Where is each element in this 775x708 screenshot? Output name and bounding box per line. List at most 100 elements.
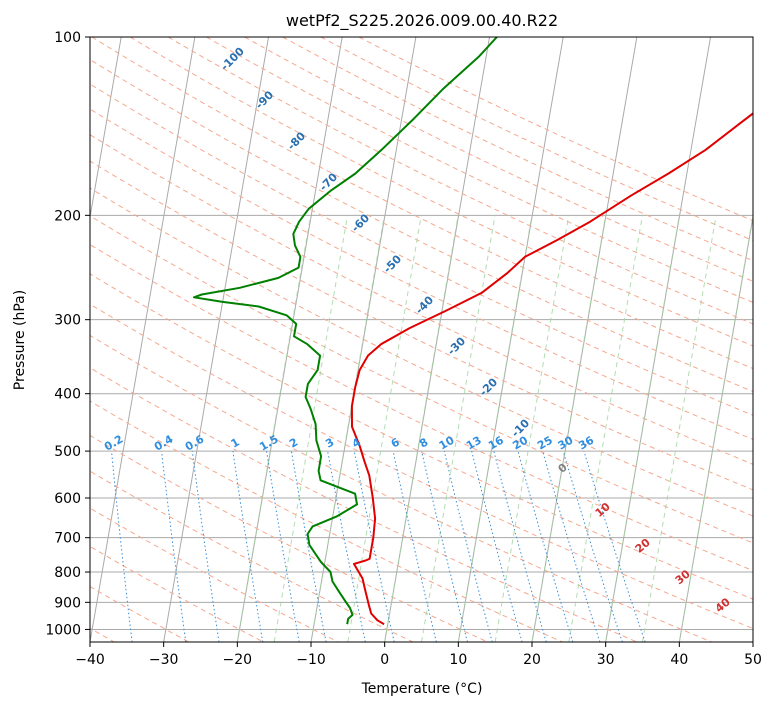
dry-adiabat [90,108,753,440]
dry-adiabat-label: 0 [556,461,570,476]
dry-adiabat [90,334,712,642]
mixing-ratio-line [232,451,264,642]
dry-adiabat [90,160,753,491]
mixing-ratio-label: 36 [576,433,596,452]
mixing-ratio-line [493,450,547,642]
moist-adiabat [236,215,312,642]
chart-title: wetPf2_S225.2026.009.00.40.R22 [286,11,558,31]
dry-adiabat [167,37,753,325]
mixing-ratio-line [542,450,601,642]
y-tick-label: 700 [54,531,81,547]
dry-adiabat [90,507,339,642]
y-tick-label: 600 [54,491,81,507]
y-tick-label: 900 [54,595,81,611]
dry-adiabat [90,400,563,642]
dry-adiabat [206,37,753,303]
y-tick-label: 1000 [45,622,81,638]
mixing-ratio-label: 3 [323,436,336,451]
x-tick-label: 0 [380,652,389,668]
mixing-ratio-line [517,450,574,642]
mixing-ratio-line [161,451,187,642]
isotherm-label: -20 [477,375,500,398]
moist-adiabat [678,215,753,642]
dry-adiabat [90,585,190,642]
mixing-ratio-label: 0.4 [152,432,176,453]
moist-adiabat [642,215,717,642]
moist-adiabat [310,215,385,642]
dry-adiabat [90,243,753,572]
dry-adiabat [282,37,753,262]
mixing-ratio-line [471,450,523,642]
x-tick-label: 50 [744,652,762,668]
mixing-ratio-line [392,450,437,642]
moist-adiabat [605,215,680,642]
moist-adiabat [568,215,643,642]
moist-adiabat [494,215,570,642]
x-tick-label: −10 [296,652,326,668]
mixing-ratio-line [421,450,468,642]
isotherm-label: -100 [218,44,247,73]
dry-adiabat [90,545,264,642]
moist-adiabat [384,215,459,642]
y-tick-label: 300 [54,313,81,329]
dry-adiabat [90,59,753,393]
mixing-ratio-label: 16 [486,433,506,452]
mixing-ratio-line [443,450,493,642]
mixing-ratio-line [111,451,133,642]
mixing-ratio-line [353,451,395,642]
series-line-1 [193,37,498,625]
mixing-ratio-line [562,450,623,642]
dry-adiabat-label: 30 [673,567,693,587]
dry-adiabat [129,37,753,347]
x-tick-label: 40 [670,652,688,668]
x-tick-label: 10 [449,652,467,668]
mixing-ratio-line [191,451,220,642]
x-tick-label: −20 [223,652,253,668]
dry-adiabat [358,37,753,222]
mixing-ratio-label: 2 [287,436,300,451]
dry-adiabat [244,37,753,282]
series-line-0 [350,112,753,626]
y-tick-label: 800 [54,565,81,581]
profile-lines [193,37,753,626]
moist-adiabat [347,215,422,642]
mixing-ratio-line [583,450,646,642]
isotherm-label: -80 [285,129,308,152]
y-tick-label: 200 [54,208,81,224]
dry-adiabat [90,434,488,642]
mixing-ratio-label: 1 [229,436,242,451]
isotherm-50 [752,639,753,642]
mixing-ratio-label: 6 [389,435,402,450]
dry-adiabat-label: 10 [593,500,613,520]
mixing-ratio-line [266,451,300,642]
dry-adiabat-label: 40 [713,595,733,615]
y-axis: 100 200 300 400 500 600 700 800 900 1000 [45,30,90,638]
moist-adiabat [457,215,533,642]
mixing-ratio-label: 0.2 [102,433,125,454]
y-tick-label: 400 [54,387,81,403]
x-tick-label: −30 [149,652,179,668]
dry-adiabat [90,470,414,642]
mixing-ratio-line [327,451,366,642]
mixing-ratio-label: 0.6 [183,432,207,453]
moist-adiabat [273,215,348,642]
isotherm-40 [678,214,753,642]
plot-frame [89,36,754,643]
y-axis-label: Pressure (hPa) [12,290,28,390]
y-tick-label: 100 [54,30,81,46]
mixing-ratio-label: 1.5 [257,433,280,454]
dry-adiabat [90,83,753,416]
mixing-ratio-label: 10 [437,433,457,452]
isotherm--30 [163,37,270,642]
mixing-ratio-label: 30 [556,433,576,452]
moist-adiabat [531,215,607,642]
y-tick-label: 500 [54,444,81,460]
dry-adiabat [90,303,753,630]
isotherm--40 [90,37,196,642]
x-axis: −40 −30 −20 −10 0 10 20 30 40 50 [75,642,762,668]
dry-adiabat [90,215,753,544]
mixing-ratio-label: 13 [464,434,484,453]
dry-adiabat [90,187,753,517]
x-tick-label: 30 [597,652,615,668]
